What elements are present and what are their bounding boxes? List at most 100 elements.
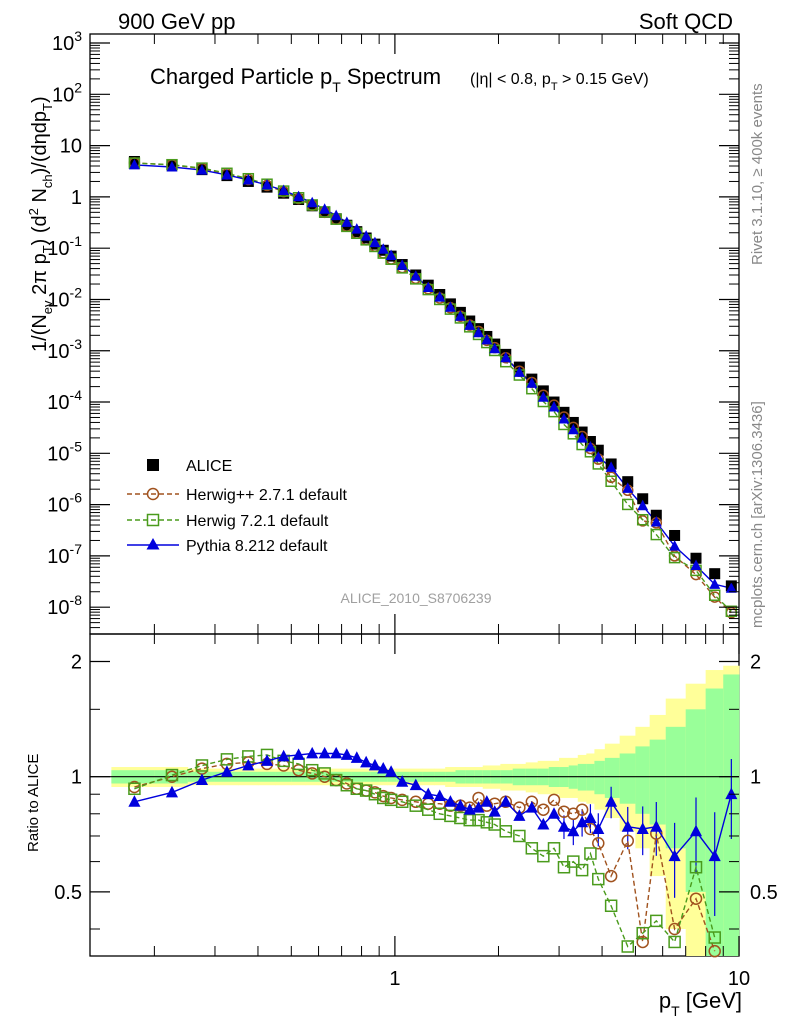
pythia-ratio-point: [480, 795, 493, 807]
pythia-ratio-point: [260, 754, 274, 766]
pythia-ratio-point: [277, 749, 290, 762]
pythia-spectrum-point: [592, 451, 604, 462]
legend-label-alice: ALICE: [186, 458, 232, 475]
herwig7-ratio-point: [395, 795, 409, 809]
herwig7-ratio-point: [547, 842, 561, 855]
pythia-spectrum-point: [444, 301, 456, 312]
pythia-ratio-point: [330, 746, 343, 759]
main-y-tick-label: 10-4: [47, 387, 82, 414]
pythia-spectrum-point: [567, 423, 579, 435]
ratio-y-axis-label: Ratio to ALICE: [25, 754, 42, 852]
herwig7-ratio-point: [525, 842, 539, 855]
alice-data-point: [690, 552, 702, 564]
herwig7-ratio-point: [513, 829, 526, 843]
legend: ALICE Herwig++ 2.7.1 default Herwig 7.2.…: [127, 458, 348, 555]
herwig7-ratio-point: [409, 799, 423, 812]
herwig7-ratio-point: [636, 926, 649, 940]
pythia-spectrum-point: [464, 319, 476, 330]
legend-label-herwigpp: Herwig++ 2.7.1 default: [186, 487, 348, 504]
pythia-ratio-point: [650, 820, 663, 832]
herwig7-ratio-point: [499, 825, 513, 838]
main-y-tick-label: 102: [52, 79, 82, 106]
analysis-id-label: ALICE_2010_S8706239: [340, 590, 491, 606]
alice-data-point: [622, 476, 634, 488]
pythia-ratio-point: [488, 805, 501, 817]
ratio-y-tick-label-right: 2: [750, 652, 761, 674]
pythia-spectrum-point: [669, 540, 681, 551]
pythia-spectrum-point: [385, 249, 397, 260]
pythia-spectrum-point: [576, 432, 588, 443]
pythia-spectrum-point: [537, 391, 549, 402]
pythia-ratio-point: [318, 746, 331, 759]
herwig7-ratio-point: [592, 872, 605, 886]
herwig7-ratio-point: [220, 753, 234, 766]
ratio-y-tick-label-right: 1: [750, 767, 761, 789]
pythia-spectrum-point: [166, 161, 178, 172]
herwig7-ratio-point: [305, 763, 319, 777]
legend-marker-alice: [147, 459, 159, 471]
herwig7-ratio-point: [318, 767, 331, 780]
pythia-ratio-point: [547, 807, 561, 819]
header-right-label: Soft QCD: [639, 9, 733, 34]
main-y-tick-label: 10-3: [47, 336, 82, 363]
pythia-spectrum-point: [500, 351, 512, 363]
pythia-spectrum-point: [513, 366, 525, 377]
x-tick-label: 1: [389, 968, 400, 990]
pythia-spectrum-point: [128, 158, 140, 170]
pythia-ratio-point: [128, 795, 141, 807]
herwig7-ratio-point: [454, 811, 467, 825]
herwig7-ratio-point: [567, 855, 580, 868]
ratio-y-tick-label: 0.5: [54, 882, 82, 904]
herwig7-ratio-point: [604, 899, 618, 913]
pythia-spectrum-point: [422, 281, 434, 293]
pythia-spectrum-point: [396, 259, 408, 270]
pythia-spectrum-point: [221, 168, 233, 180]
herwigpp-ratio-point: [592, 837, 605, 850]
ratio-band-inner-bin: [604, 757, 621, 798]
ratio-band-inner-bin: [649, 739, 667, 825]
main-y-tick-label: 1: [71, 187, 82, 209]
pythia-ratio-point: [306, 746, 319, 759]
legend-marker-herwigpp: [146, 487, 160, 501]
herwig7-ratio-point: [444, 809, 457, 823]
herwigpp-ratio-point: [708, 944, 721, 958]
herwig7-ratio-point: [376, 791, 390, 805]
pythia-ratio-point: [396, 775, 409, 787]
pythia-spectrum-point: [558, 413, 570, 424]
herwigpp-ratio-point: [689, 892, 703, 905]
pythia-ratio-point: [350, 751, 363, 763]
ratio-y-tick-label: 2: [71, 652, 82, 674]
herwigpp-ratio-point: [547, 793, 561, 807]
herwig7-spectrum-point: [636, 513, 649, 526]
herwig7-ratio-point: [621, 940, 634, 953]
pythia-ratio-point: [444, 795, 457, 807]
legend-label-pythia: Pythia 8.212 default: [186, 538, 328, 555]
chart-title-cuts: (|η| < 0.8, pT > 0.15 GeV): [470, 71, 649, 93]
pythia-spectrum-point: [319, 203, 331, 214]
pythia-spectrum-point: [473, 326, 485, 338]
rivet-info-label: Rivet 3.1.10, ≥ 400k events: [749, 83, 766, 265]
herwig7-spectrum-point: [650, 528, 663, 541]
main-y-tick-label: 10-2: [47, 284, 82, 311]
herwig7-ratio-point: [463, 813, 476, 827]
pythia-ratio-point: [368, 758, 381, 771]
main-y-tick-label: 10-6: [47, 490, 82, 517]
herwigpp-ratio-point: [292, 763, 305, 777]
alice-data-point: [637, 493, 649, 505]
herwigpp-ratio-point: [604, 869, 618, 883]
ratio-y-tick-label: 1: [71, 767, 82, 789]
ratio-band-inner-bin: [665, 726, 687, 849]
herwig7-ratio-point: [359, 784, 373, 797]
herwig7-ratio-point: [575, 863, 589, 877]
legend-marker-pythia: [146, 538, 160, 550]
herwig7-ratio-point: [708, 931, 721, 944]
pythia-ratio-point: [576, 815, 589, 828]
ratio-band-inner-bin: [635, 746, 651, 814]
pythia-ratio-point: [385, 765, 398, 777]
herwig7-ratio-point: [480, 816, 494, 829]
herwigpp-ratio-point: [636, 935, 649, 949]
pythia-ratio-point: [360, 755, 373, 768]
pythia-ratio-point: [409, 778, 422, 791]
herwigpp-ratio-point: [537, 803, 550, 816]
ratio-y-tick-label-right: 0.5: [750, 882, 778, 904]
